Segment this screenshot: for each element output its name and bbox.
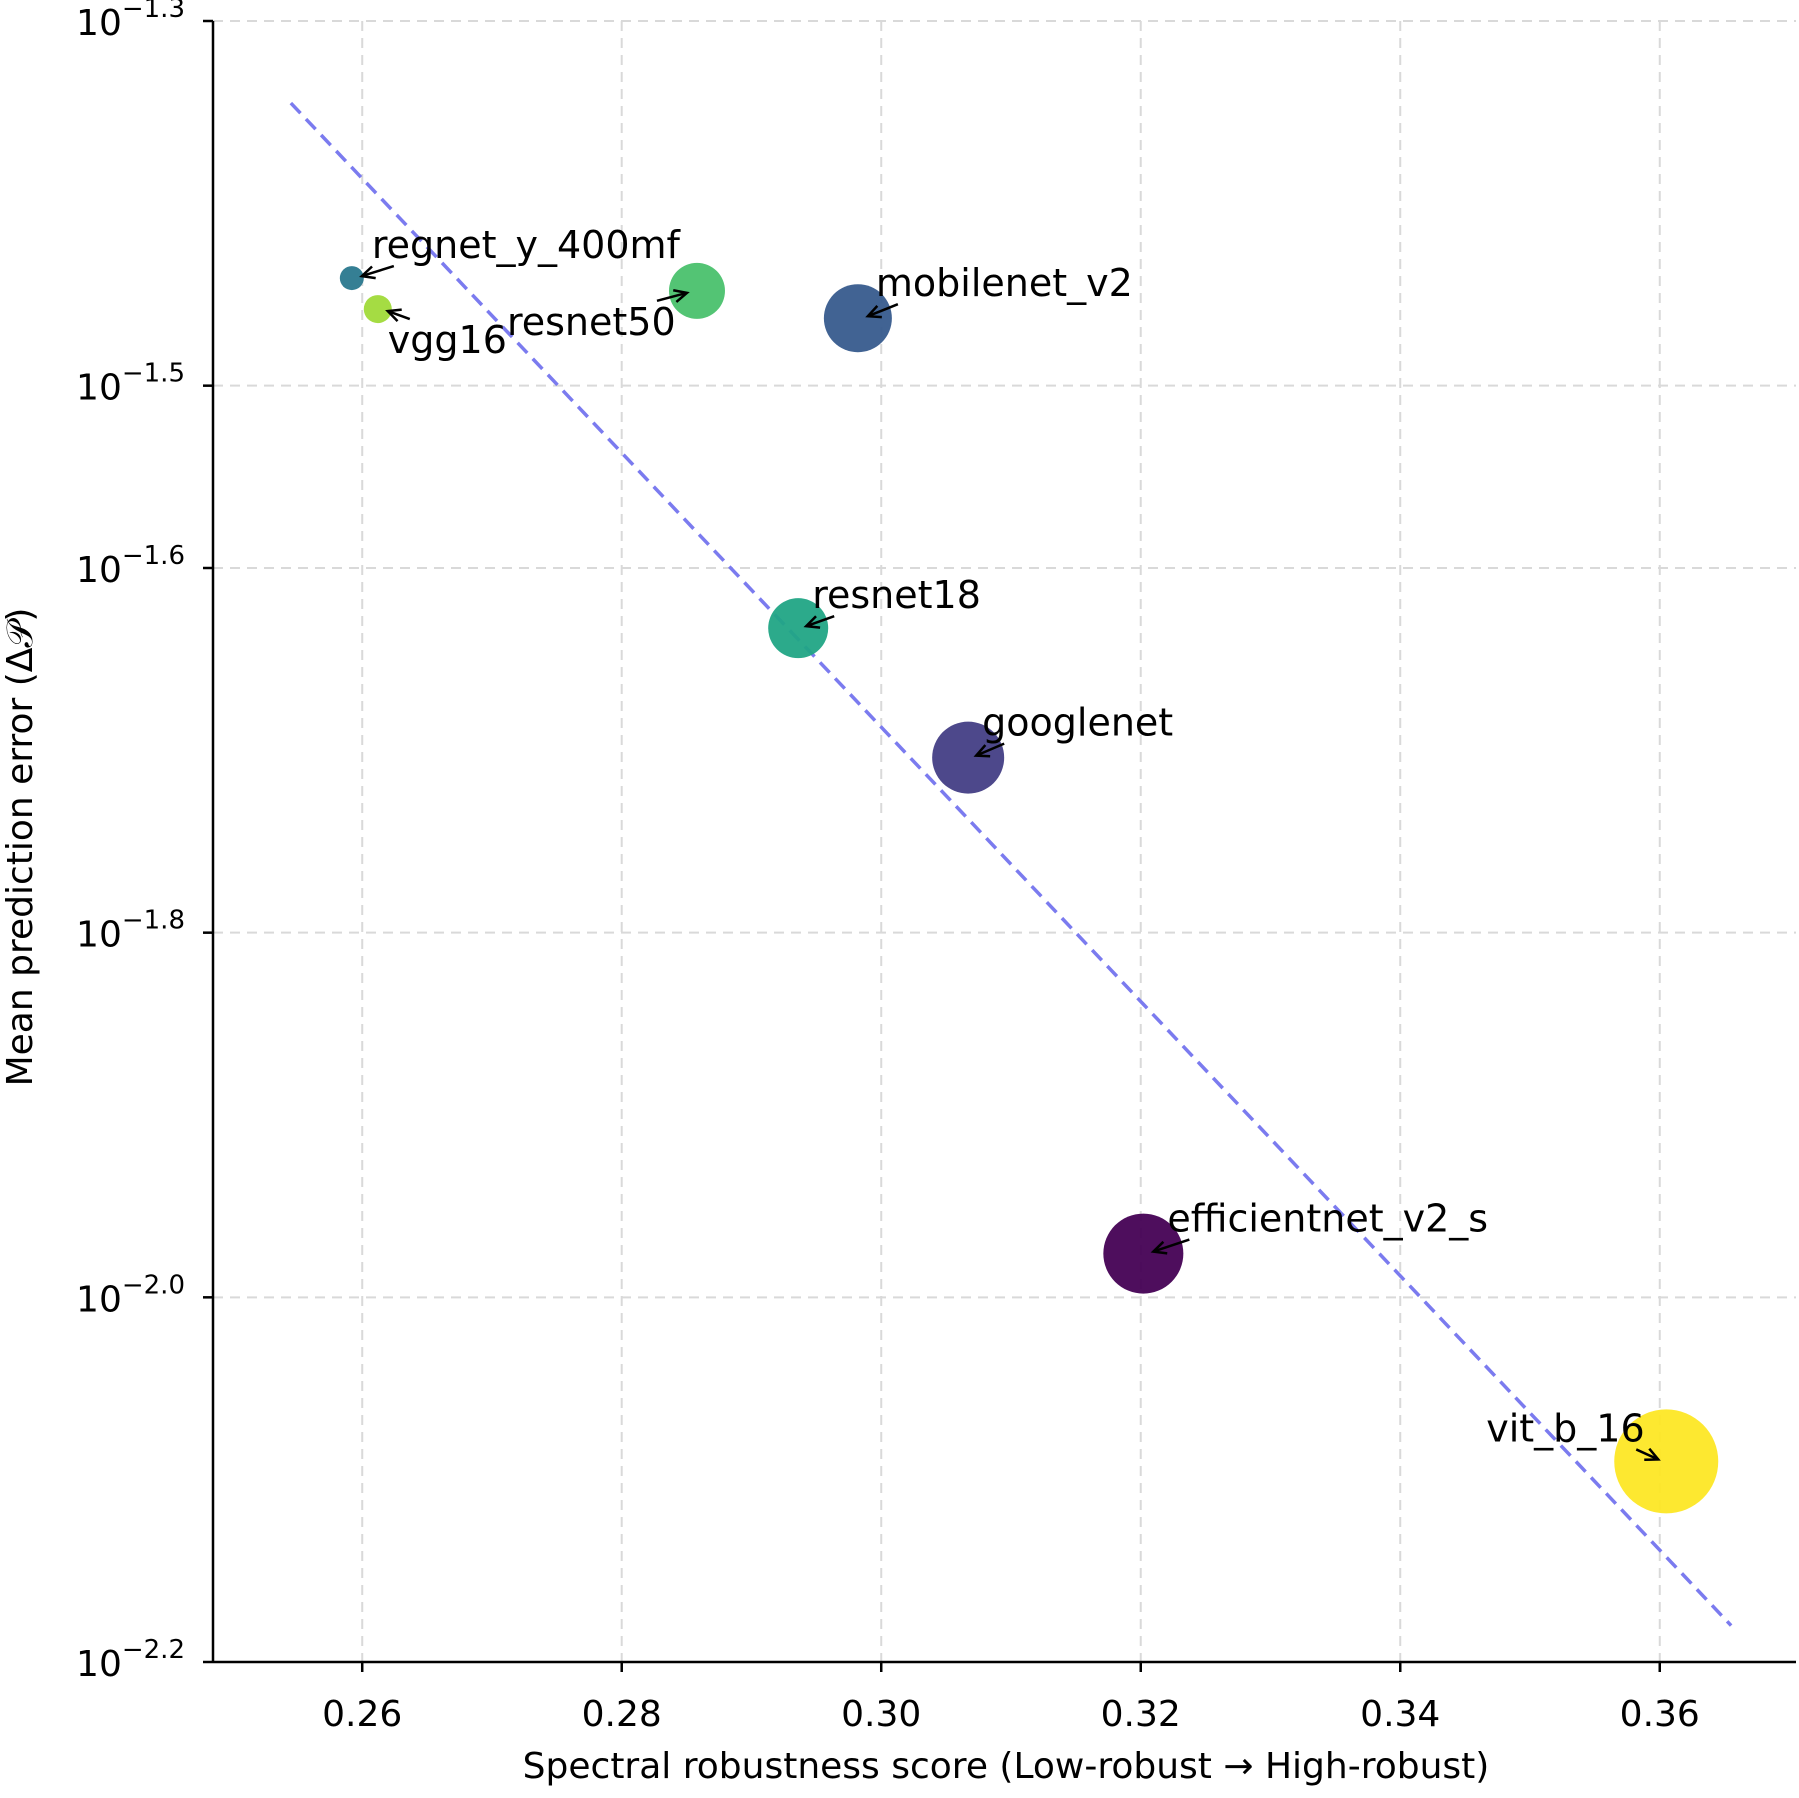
point-label-mobilenet_v2: mobilenet_v2 (876, 261, 1133, 305)
y-tick-label: 10−1.6 (76, 541, 185, 591)
arrow-vgg16 (387, 309, 411, 321)
y-tick-label: 10−2.0 (76, 1270, 185, 1320)
x-tick-label: 0.34 (1360, 1694, 1440, 1735)
arrowhead-resnet18 (803, 615, 821, 629)
arrow-resnet50 (656, 291, 688, 303)
point-label-regnet_y_400mf: regnet_y_400mf (372, 223, 682, 267)
arrow-efficientnet_v2_s (1152, 1238, 1190, 1253)
arrowhead-vgg16 (385, 308, 402, 322)
point-mobilenet_v2 (823, 284, 892, 353)
point-label-efficientnet_v2_s: efficientnet_v2_s (1167, 1197, 1488, 1241)
points-layer (339, 262, 1719, 1514)
point-regnet_y_400mf (339, 266, 364, 291)
axes-layer: 0.26 0.28 0.30 0.32 0.34 0.36 10−1.3 10−1.5 10−1… (76, 0, 1796, 1735)
labels-layer: regnet_y_400mf vgg16 resnet50 mobilenet_v2r… (359, 223, 1661, 1462)
arrow-vit_b_16 (1635, 1448, 1659, 1461)
point-label-vgg16: vgg16 (388, 318, 507, 362)
trend-layer (289, 101, 1733, 1627)
y-tick-label: 10−1.5 (76, 359, 185, 409)
point-googlenet (932, 721, 1005, 794)
x-tick-label: 0.30 (841, 1694, 921, 1735)
arrowhead-resnet50 (672, 288, 690, 303)
x-tick-label: 0.32 (1101, 1694, 1181, 1735)
y-axis-title: Mean prediction error (Δ𝒫) (0, 608, 41, 1087)
point-efficientnet_v2_s (1103, 1213, 1184, 1294)
x-tick-label: 0.36 (1620, 1694, 1700, 1735)
arrow-resnet18 (805, 614, 835, 628)
arrow-regnet_y_400mf (361, 264, 395, 278)
point-label-vit_b_16: vit_b_16 (1486, 1406, 1644, 1450)
x-tick-label: 0.26 (322, 1694, 402, 1735)
y-tick-label: 10−1.3 (76, 0, 185, 44)
point-resnet18 (768, 598, 829, 659)
y-tick-label: 10−1.8 (76, 906, 185, 956)
arrowhead-vit_b_16 (1644, 1447, 1661, 1462)
x-tick-label: 0.28 (582, 1694, 662, 1735)
trend-line (289, 101, 1733, 1627)
point-label-googlenet: googlenet (982, 701, 1173, 745)
arrow-googlenet (975, 742, 1005, 757)
x-axis-title: Spectral robustness score (Low-robust → … (523, 1746, 1490, 1787)
point-label-resnet18: resnet18 (812, 573, 981, 617)
point-vgg16 (363, 295, 392, 324)
arrow-mobilenet_v2 (867, 303, 899, 318)
arrowhead-googlenet (973, 744, 991, 758)
point-resnet50 (668, 262, 725, 319)
arrowhead-efficientnet_v2_s (1150, 1240, 1168, 1255)
arrowhead-mobilenet_v2 (865, 305, 882, 319)
y-tick-label: 10−2.2 (76, 1635, 185, 1685)
point-vit_b_16 (1614, 1409, 1719, 1514)
point-label-resnet50: resnet50 (507, 300, 676, 344)
arrowhead-regnet_y_400mf (359, 265, 376, 280)
